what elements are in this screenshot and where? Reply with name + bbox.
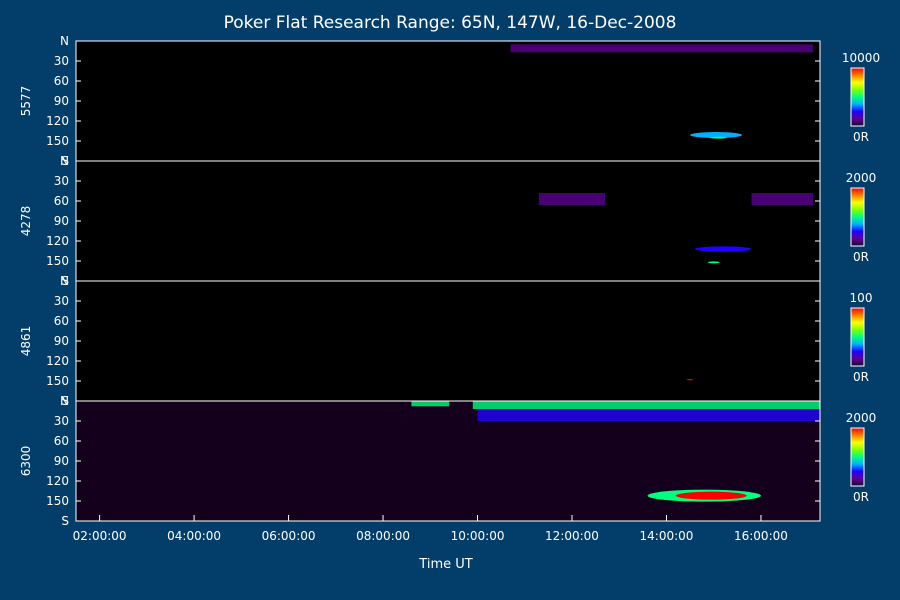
y-tick-label: 150 [46, 134, 69, 148]
colorbar [850, 187, 865, 247]
y-tick-label: N [60, 274, 69, 288]
x-tick-label: 02:00:00 [73, 529, 127, 543]
y-tick-label: 120 [46, 474, 69, 488]
panel-background [76, 281, 820, 401]
y-tick-label: 60 [54, 434, 69, 448]
emission-spot [690, 132, 743, 138]
x-tick-label: 04:00:00 [167, 529, 221, 543]
y-tick-label: 30 [54, 414, 69, 428]
panel-6300: N 30 60 90 120 150 S 6300 2000 0R [19, 394, 876, 528]
panel-background [76, 41, 820, 161]
emission-spot [694, 246, 752, 252]
colorbar-min-label: 0R [853, 370, 869, 384]
emission-band [411, 401, 450, 407]
emission-band [477, 409, 820, 421]
y-tick-label: N [60, 394, 69, 408]
x-axis-label: Time UT [418, 557, 472, 572]
emission-spot [675, 491, 747, 500]
y-tick-label: 120 [46, 234, 69, 248]
colorbar-max-label: 10000 [842, 51, 880, 65]
y-tick-label: 90 [54, 214, 69, 228]
panel-name: 4278 [19, 206, 33, 237]
emission-spot [710, 136, 727, 139]
y-tick-label: 120 [46, 114, 69, 128]
x-tick-label: 14:00:00 [640, 529, 694, 543]
y-tick-label: N [60, 34, 69, 48]
panel-5577: N 30 60 90 120 150 S 5577 10000 0R [19, 34, 880, 168]
panel-name: 6300 [19, 446, 33, 477]
y-tick-label: 60 [54, 74, 69, 88]
y-tick-label: 120 [46, 354, 69, 368]
y-tick-label: N [60, 154, 69, 168]
emission-spot [686, 379, 694, 381]
chart-title: Poker Flat Research Range: 65N, 147W, 16… [224, 13, 677, 33]
x-tick-label: 06:00:00 [262, 529, 316, 543]
y-tick-label: 150 [46, 254, 69, 268]
y-tick-label: 30 [54, 294, 69, 308]
colorbar [850, 427, 865, 487]
x-tick-label: 08:00:00 [356, 529, 410, 543]
emission-band [751, 193, 813, 205]
y-tick-label: 150 [46, 374, 69, 388]
colorbar [850, 67, 865, 127]
x-tick-label: 16:00:00 [734, 529, 788, 543]
y-tick-label: 60 [54, 314, 69, 328]
y-tick-label: 90 [54, 454, 69, 468]
panel-name: 4861 [19, 326, 33, 357]
y-tick-label: 150 [46, 494, 69, 508]
x-axis: 02:00:00 04:00:00 06:00:00 08:00:00 10:00:00… [73, 515, 788, 543]
panels-layer: N 30 60 90 120 150 S 5577 10000 0R N 30 60 90 120 150 S 4… [19, 34, 880, 528]
x-tick-label: 12:00:00 [545, 529, 599, 543]
panel-background [76, 161, 820, 281]
colorbar-min-label: 0R [853, 250, 869, 264]
colorbar-max-label: 100 [850, 291, 873, 305]
colorbar-max-label: 2000 [846, 411, 877, 425]
colorbar-max-label: 2000 [846, 171, 877, 185]
panel-4861: N 30 60 90 120 150 S 4861 100 0R [19, 274, 872, 408]
panel-4278: N 30 60 90 120 150 S 4278 2000 0R [19, 154, 876, 288]
y-tick-label: 30 [54, 174, 69, 188]
colorbar-min-label: 0R [853, 490, 869, 504]
y-tick-label: S [61, 514, 69, 528]
panel-name: 5577 [19, 86, 33, 117]
colorbar [850, 307, 865, 367]
y-tick-label: 30 [54, 54, 69, 68]
emission-spot [707, 261, 720, 264]
emission-band [510, 44, 813, 53]
y-tick-label: S [61, 154, 69, 168]
emission-band [538, 193, 606, 205]
colorbar-min-label: 0R [853, 130, 869, 144]
emission-band [472, 401, 820, 409]
y-tick-label: S [61, 394, 69, 408]
y-tick-label: 60 [54, 194, 69, 208]
y-tick-label: S [61, 274, 69, 288]
x-tick-label: 10:00:00 [451, 529, 505, 543]
y-tick-label: 90 [54, 334, 69, 348]
y-tick-label: 90 [54, 94, 69, 108]
